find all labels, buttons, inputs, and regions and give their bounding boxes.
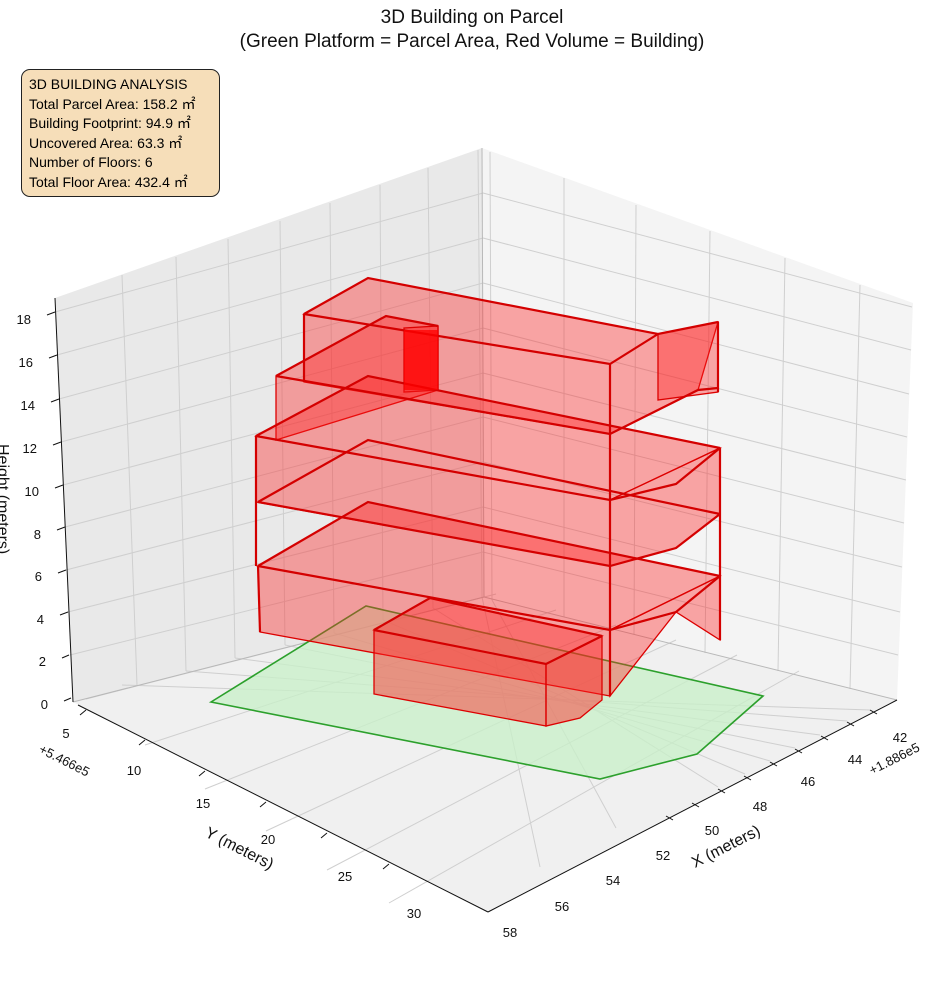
- z-tick-18: 18: [17, 312, 31, 327]
- x-tick-labels: 42 44 46 48 50 52 54 56 58: [503, 730, 907, 940]
- parcel-platform: [208, 605, 765, 780]
- info-line-footprint: Building Footprint: 94.9 ㎡: [29, 115, 191, 131]
- y-tick-20: 20: [261, 832, 275, 847]
- z-tick-12: 12: [23, 441, 37, 456]
- z-tick-2: 2: [39, 654, 46, 669]
- left-pane: [55, 148, 484, 702]
- floor-outlines: [254, 276, 722, 696]
- chart-title: 3D Building on Parcel (Green Platform = …: [0, 6, 944, 54]
- x-tick-58: 58: [503, 925, 517, 940]
- y-tick-30: 30: [407, 906, 421, 921]
- info-line-parcel-area: Total Parcel Area: 158.2 ㎡: [29, 95, 196, 112]
- y-tick-labels: 5 10 15 20 25 30: [62, 726, 421, 921]
- x-tick-56: 56: [555, 899, 569, 914]
- y-tick-15: 15: [196, 796, 210, 811]
- chart-subtitle: (Green Platform = Parcel Area, Red Volum…: [239, 31, 705, 52]
- x-tick-54: 54: [606, 873, 620, 888]
- info-line-floors: Number of Floors: 6: [29, 154, 153, 170]
- x-tick-50: 50: [705, 823, 719, 838]
- z-tick-16: 16: [19, 355, 33, 370]
- x-tick-46: 46: [801, 774, 815, 789]
- tick-marks: [46, 311, 878, 870]
- axis-lines: [54, 297, 898, 913]
- z-tick-4: 4: [37, 612, 44, 627]
- z-tick-labels: 0 2 4 6 8 10 12 14 16 18: [17, 312, 48, 712]
- x-tick-42: 42: [893, 730, 907, 745]
- y-tick-25: 25: [338, 869, 352, 884]
- z-tick-8: 8: [34, 527, 41, 542]
- z-axis-label: Height (meters): [0, 444, 11, 554]
- analysis-info-box: 3D BUILDING ANALYSIS Total Parcel Area: …: [21, 69, 220, 197]
- z-tick-10: 10: [25, 484, 39, 499]
- chart-title-main: 3D Building on Parcel: [380, 7, 564, 28]
- x-axis-label: X (meters): [689, 823, 763, 872]
- z-tick-0: 0: [41, 697, 48, 712]
- y-tick-10: 10: [127, 763, 141, 778]
- x-tick-48: 48: [753, 799, 767, 814]
- pane-edges: [72, 147, 898, 703]
- info-line-uncovered: Uncovered Area: 63.3 ㎡: [29, 134, 183, 151]
- info-heading: 3D BUILDING ANALYSIS: [29, 76, 188, 92]
- y-tick-5: 5: [62, 726, 69, 741]
- x-tick-52: 52: [656, 848, 670, 863]
- z-tick-14: 14: [21, 398, 35, 413]
- bright-red-block: [404, 330, 438, 390]
- info-line-floor-area: Total Floor Area: 432.4 ㎡: [29, 173, 188, 190]
- z-tick-6: 6: [35, 569, 42, 584]
- x-offset-label: +1.886e5: [867, 740, 922, 778]
- x-tick-44: 44: [848, 752, 862, 767]
- y-offset-label: +5.466e5: [37, 741, 92, 779]
